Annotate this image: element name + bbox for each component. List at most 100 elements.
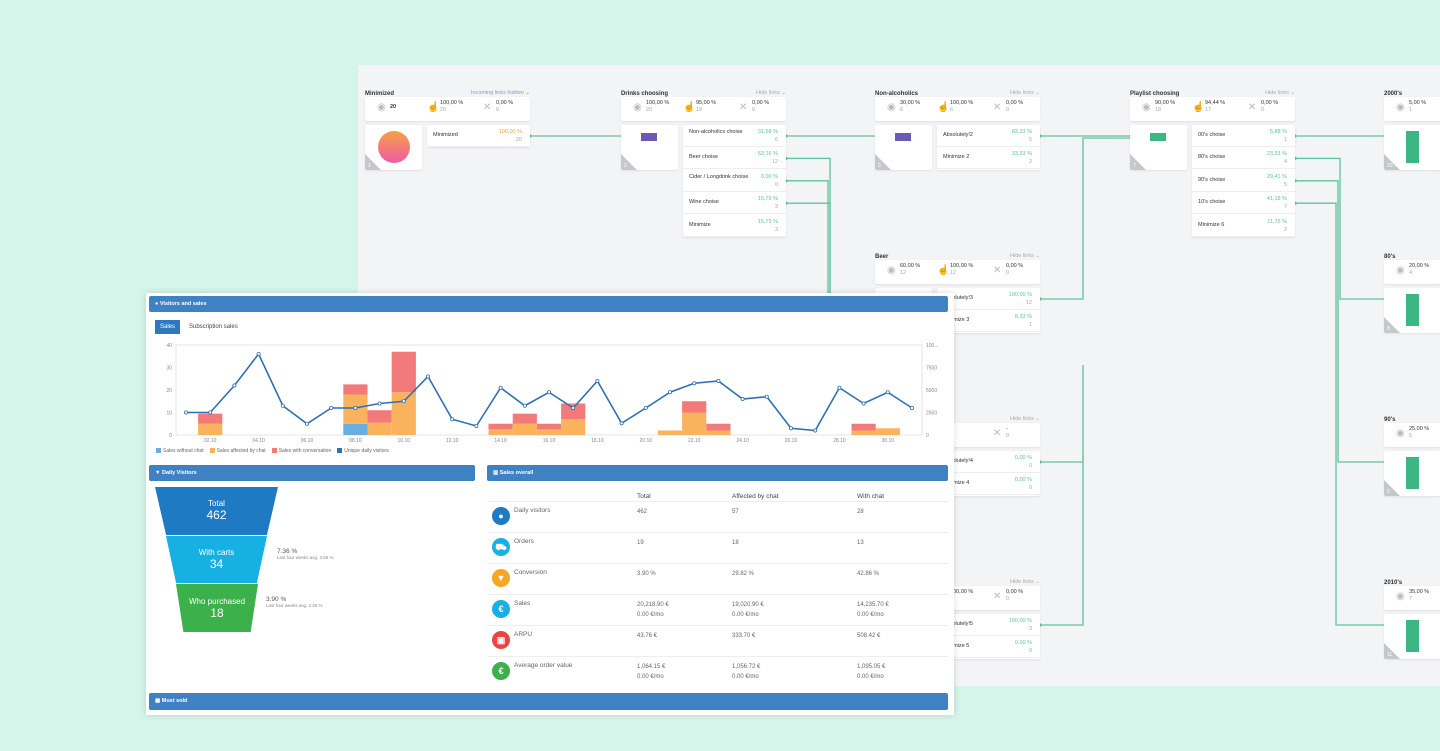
legend-label: Sales without chat [163,448,204,454]
eye-icon: ◉ [1396,102,1405,113]
line-point [910,406,915,411]
option-row[interactable]: Absolutely!4 0,00 % 0 [937,451,1040,473]
screen-number: 3 [878,163,881,169]
close-icon: ✕ [739,102,748,113]
option-row[interactable]: Absolutely!3 100,00 % 12 [937,288,1040,310]
stat-closes-count: 0 [496,107,500,113]
plot-frame [175,344,923,436]
option-row[interactable]: 90's choise 29,41 % 5 [1192,170,1295,192]
option-row[interactable]: Cider / Longdrink choise 0,00 % 0 [683,170,786,192]
option-label: Minimize 2 [943,154,970,161]
funnel-who-purchased: Who purchased 18 [176,584,258,632]
legend-item[interactable]: Sales affected by chat [209,448,266,454]
hide-links-toggle[interactable]: Incoming links hidden ⌄ [470,90,530,96]
screen-thumbnail[interactable]: 11 [1384,614,1440,659]
x-tick-label: 14.10 [494,438,507,444]
stat-clicks-count: 6 [950,107,954,113]
screen-thumbnail[interactable]: 7 [1130,125,1187,170]
sales-overall-title: Sales overall [499,470,534,476]
screen-thumbnail[interactable]: 10 [1384,125,1440,170]
option-row[interactable]: Minimize 5 0,00 % 0 [937,636,1040,659]
bar-sales-affected-by-chat [198,423,223,435]
cell-line: 57 [732,509,739,515]
table-cell: 42.86 % [857,569,879,579]
screen-preview [1150,133,1166,141]
option-row[interactable]: Absolutely!5 100,00 % 3 [937,614,1040,636]
legend-item[interactable]: Sales with conversation [271,448,331,454]
stat-views-pct: 90,00 % [1155,100,1176,106]
screen-thumbnail[interactable]: 9 [1384,451,1440,496]
option-row[interactable]: Wine choise 15,79 % 3 [683,192,786,215]
legend-item[interactable]: Unique daily visitors [337,448,389,454]
option-row[interactable]: 10's choise 41,18 % 7 [1192,192,1295,215]
cell-line: 0.00 €/mo [857,674,884,680]
stat-views-pct: 20 [390,104,397,110]
option-label: Beer choise [689,154,719,161]
cell-line: 43.76 € [637,633,658,639]
col-total: Total [637,493,651,500]
y2-tick-label: 100... [926,343,939,349]
stat-clicks-count: 19 [696,107,703,113]
y2-tick-label: 5000 [926,388,937,394]
bar-sales-affected-by-chat [536,429,562,435]
row-label: Daily visitors [514,507,551,514]
option-row[interactable]: Minimize 6 11,76 % 2 [1192,215,1295,237]
option-row[interactable]: Minimize 3 8,33 % 1 [937,310,1040,333]
stats-card: ◉ 100,00 % 20 ☝ 95,00 % 19 ✕ 0,00 % 0 [621,97,786,121]
table-icon: ▦ [155,698,162,704]
bar-chart-icon: ▥ [493,470,500,476]
option-row[interactable]: 80's choise 23,53 % 4 [1192,147,1295,170]
option-pct: 0,00 % [1014,455,1032,461]
screen-thumbnail[interactable]: 2 [621,125,678,170]
stats-card: ◉ 35,00 % 7 [1384,586,1440,610]
line-point [716,379,721,384]
option-row[interactable]: Minimize 4 0,00 % 0 [937,473,1040,496]
hide-links-toggle[interactable]: Hide links ⌄ [1010,90,1040,96]
legend-item[interactable]: Sales without chat [156,448,204,454]
screen-thumbnail[interactable]: 8 [1384,288,1440,333]
line-point [522,403,527,408]
line-point [668,390,673,395]
option-pct: 83,33 % [1011,129,1032,135]
link-beer-playlist [1040,137,1130,300]
visitors-sales-chart: 0 10 20 30 40 0 2500 5000 7500 100... 02.10 04.10 06… [166,343,939,444]
tab-subscription-sales[interactable]: Subscription sales [189,324,238,330]
options-card: Absolutely!5 100,00 % 3 Minimize 5 0,00 % 0 [937,614,1040,659]
hide-links-toggle[interactable]: Hide links ⌄ [1265,90,1295,96]
line-point [692,381,697,386]
option-row[interactable]: Minimized 100,00 % 20 [427,125,530,147]
option-row[interactable]: 00's choise 5,88 % 1 [1192,125,1295,147]
hide-links-toggle[interactable]: Hide links ⌄ [756,90,786,96]
hide-links-toggle[interactable]: Hide links ⌄ [1010,253,1040,259]
option-row[interactable]: Non-alcoholics choise 31,58 % 6 [683,125,786,147]
close-icon: ✕ [1248,102,1257,113]
bar-sales-affected-by-chat [657,430,683,435]
stat-closes-count: 0 [1006,107,1010,113]
corner-tag [1384,154,1400,170]
line-point [377,401,382,406]
option-pct: 41,18 % [1266,196,1287,203]
node-title: 90's [1384,417,1396,423]
line-point [304,421,309,426]
stat-views-pct: 30,00 % [900,100,921,106]
tab-sales[interactable]: Sales [155,320,181,334]
option-row[interactable]: Minimize 15,79 % 3 [683,215,786,237]
screen-thumbnail[interactable]: 3 [875,125,932,170]
funnel-total-value: 462 [206,508,227,522]
option-pct: 23,53 % [1266,151,1287,158]
option-row[interactable]: Beer choise 63,16 % 12 [683,147,786,170]
option-row[interactable]: Absolutely!2 83,33 % 5 [937,125,1040,147]
cell-line: 0.00 €/mo [732,612,759,618]
option-row[interactable]: Minimize 2 33,33 % 2 [937,147,1040,170]
stat-views-count: 1 [1409,107,1413,113]
stat-closes-count: 0 [1006,433,1010,439]
hide-links-toggle[interactable]: Hide links ⌄ [1010,579,1040,585]
x-tick-label: 16.10 [543,438,556,444]
option-count: 2 [1028,159,1032,166]
stat-views: 20 [390,104,396,111]
hide-links-toggle[interactable]: Hide links ⌄ [1010,416,1040,422]
option-label: Absolutely!2 [943,132,973,138]
legend-label: Sales affected by chat [216,448,266,454]
screen-thumbnail[interactable]: 1 [365,125,422,170]
stat-clicks-pct: 100,00 % [950,100,974,106]
